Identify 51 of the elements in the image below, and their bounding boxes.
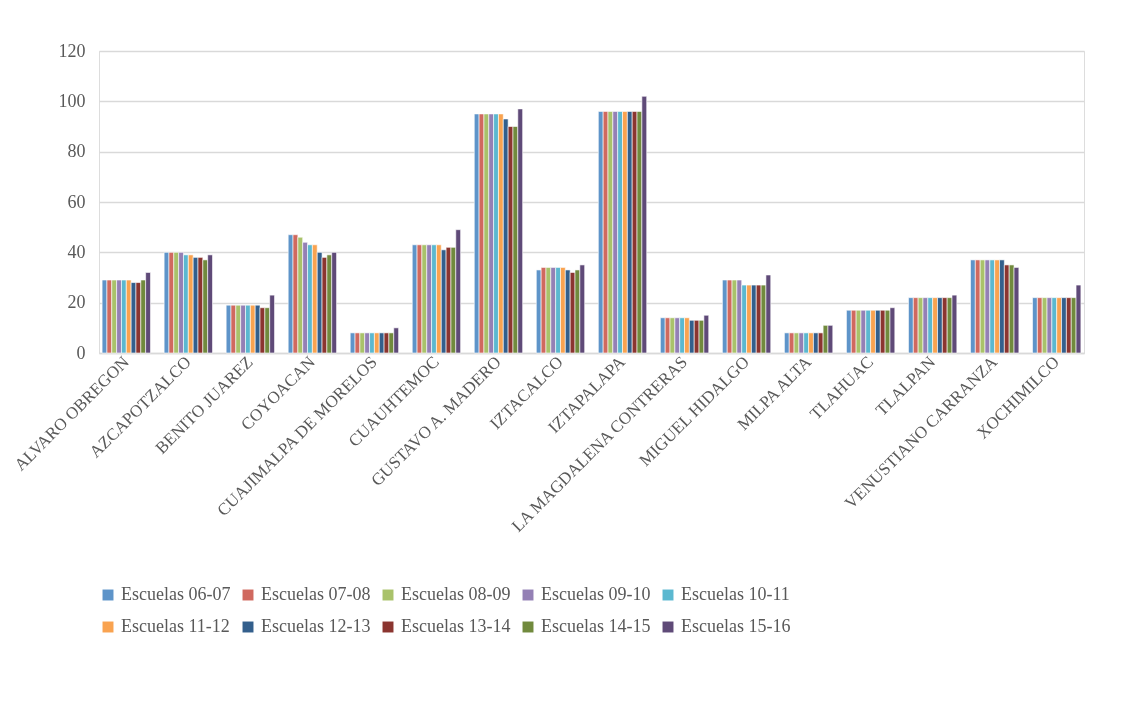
bar: [230, 304, 237, 354]
bar: [354, 332, 361, 354]
bar: [917, 297, 924, 354]
bar: [163, 252, 170, 354]
bar: [445, 247, 452, 354]
bar: [540, 267, 547, 354]
bar: [822, 325, 829, 354]
legend-label: Escuelas 12-13: [261, 616, 371, 636]
bar: [784, 332, 790, 354]
y-tick-label: 60: [67, 191, 86, 212]
bar: [1046, 297, 1053, 354]
bar: [101, 279, 108, 354]
bar: [669, 317, 676, 354]
bar: [478, 113, 485, 354]
bar: [722, 279, 728, 354]
bar: [197, 257, 204, 354]
legend-label: Escuelas 15-16: [681, 616, 791, 636]
bar: [884, 309, 891, 354]
y-tick-label: 120: [58, 40, 86, 61]
bar: [698, 319, 705, 354]
bar: [259, 307, 266, 354]
legend-label: Escuelas 10-11: [681, 584, 790, 604]
bar: [607, 111, 614, 354]
bar: [1013, 267, 1020, 354]
y-tick-label: 40: [67, 241, 86, 262]
legend-label: Escuelas 13-14: [401, 616, 511, 636]
bar: [846, 309, 852, 354]
legend-label: Escuelas 06-07: [121, 584, 231, 604]
legend-label: Escuelas 08-09: [401, 584, 511, 604]
bar: [793, 332, 800, 354]
y-tick-label: 20: [67, 292, 86, 313]
bar: [1075, 284, 1082, 354]
bar: [908, 297, 914, 354]
bar: [130, 282, 137, 354]
legend-label: Escuelas 07-08: [261, 584, 371, 604]
legend-label: Escuelas 14-15: [541, 616, 651, 636]
bar: [1032, 297, 1038, 354]
bar: [292, 234, 299, 354]
y-tick-label: 100: [58, 90, 86, 111]
bar: [416, 244, 423, 354]
legend-label: Escuelas 09-10: [541, 584, 651, 604]
y-tick-label: 80: [67, 141, 86, 162]
bar: [984, 259, 991, 354]
legend-label: Escuelas 11-12: [121, 616, 230, 636]
bar: [598, 111, 604, 354]
bar: [383, 332, 390, 354]
bar: [855, 309, 862, 354]
bar: [660, 317, 666, 354]
bar: [951, 294, 958, 354]
bar: [970, 259, 976, 354]
bar: [731, 279, 738, 354]
